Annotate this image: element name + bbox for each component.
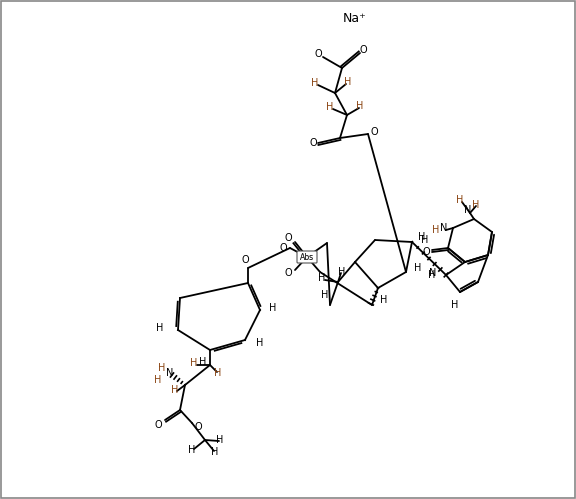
Text: H: H — [327, 102, 334, 112]
Text: N: N — [429, 268, 437, 278]
Text: H: H — [418, 232, 426, 242]
Text: H: H — [357, 101, 363, 111]
Text: O: O — [194, 422, 202, 432]
Text: H: H — [452, 300, 458, 310]
Text: H: H — [270, 303, 276, 313]
Text: H: H — [188, 445, 196, 455]
Text: O: O — [359, 45, 367, 55]
Text: H: H — [256, 338, 264, 348]
Text: H: H — [319, 273, 325, 283]
Text: O: O — [154, 420, 162, 430]
Text: H: H — [429, 270, 435, 280]
Text: O: O — [284, 233, 292, 243]
Text: H: H — [171, 385, 179, 395]
Text: H: H — [311, 78, 319, 88]
Text: N: N — [166, 368, 174, 378]
Text: H: H — [217, 435, 223, 445]
Text: Abs: Abs — [300, 252, 314, 261]
Text: H: H — [158, 363, 166, 373]
Text: H: H — [433, 225, 439, 235]
Text: H: H — [211, 447, 219, 457]
Text: O: O — [279, 243, 287, 253]
Text: H: H — [321, 290, 329, 300]
Text: H: H — [214, 368, 222, 378]
Text: O: O — [314, 49, 322, 59]
Text: H: H — [338, 267, 346, 277]
Text: H: H — [344, 77, 352, 87]
Text: O: O — [422, 247, 430, 257]
Text: H: H — [472, 200, 480, 210]
Text: H: H — [456, 195, 464, 205]
Text: O: O — [284, 268, 292, 278]
Text: H: H — [199, 357, 207, 367]
Text: H: H — [421, 235, 429, 245]
Text: H: H — [190, 358, 198, 368]
Text: H: H — [154, 375, 162, 385]
FancyBboxPatch shape — [297, 251, 317, 263]
Text: H: H — [414, 263, 422, 273]
Text: O: O — [241, 255, 249, 265]
Text: O: O — [370, 127, 378, 137]
Text: N: N — [440, 223, 448, 233]
Text: Abs: Abs — [300, 252, 314, 261]
Text: H: H — [380, 295, 388, 305]
Text: N: N — [464, 205, 472, 215]
Text: O: O — [309, 138, 317, 148]
Text: Na⁺: Na⁺ — [343, 11, 367, 24]
Text: H: H — [156, 323, 164, 333]
